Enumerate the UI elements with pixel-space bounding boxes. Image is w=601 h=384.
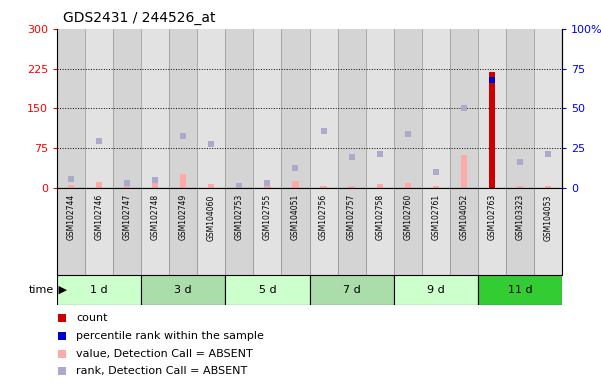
Bar (281, 29, 310, 188)
Text: GSM102748: GSM102748 (151, 194, 160, 240)
Text: GSM102755: GSM102755 (263, 194, 272, 240)
Text: rank, Detection Call = ABSENT: rank, Detection Call = ABSENT (76, 366, 248, 376)
Bar (141, 29, 169, 188)
Bar (85, 188, 113, 275)
Text: 9 d: 9 d (427, 285, 445, 295)
Bar (197, 29, 225, 188)
Bar (422, 188, 450, 275)
Bar (209, 184, 215, 188)
Text: GSM102763: GSM102763 (487, 194, 496, 240)
Bar (545, 186, 551, 188)
Text: GSM102761: GSM102761 (432, 194, 440, 240)
Bar (320, 186, 326, 188)
Bar (365, 29, 394, 188)
Bar (433, 186, 439, 188)
Bar (422, 29, 450, 188)
Bar (68, 185, 74, 188)
Bar (310, 275, 394, 305)
Text: value, Detection Call = ABSENT: value, Detection Call = ABSENT (76, 349, 253, 359)
Bar (478, 188, 506, 275)
Bar (124, 186, 130, 188)
Bar (377, 184, 383, 188)
Bar (180, 174, 186, 188)
Bar (478, 275, 562, 305)
Text: GDS2431 / 244526_at: GDS2431 / 244526_at (63, 11, 216, 25)
Bar (225, 188, 254, 275)
Bar (534, 29, 562, 188)
Bar (506, 29, 534, 188)
Bar (404, 183, 410, 188)
Bar (310, 29, 338, 188)
Bar (281, 188, 310, 275)
Text: GSM104051: GSM104051 (291, 194, 300, 240)
Bar (461, 155, 467, 188)
Text: time: time (29, 285, 54, 295)
Bar (394, 29, 422, 188)
Text: 3 d: 3 d (174, 285, 192, 295)
Bar (506, 188, 534, 275)
Text: GSM102760: GSM102760 (403, 194, 412, 240)
Bar (534, 188, 562, 275)
Text: 7 d: 7 d (343, 285, 361, 295)
Bar (264, 186, 270, 188)
Text: GSM103323: GSM103323 (516, 194, 524, 240)
Bar (85, 29, 113, 188)
Bar (365, 188, 394, 275)
Bar (478, 29, 506, 188)
Bar (113, 188, 141, 275)
Bar (394, 188, 422, 275)
Text: GSM102758: GSM102758 (375, 194, 384, 240)
Bar (293, 181, 299, 188)
Text: GSM104060: GSM104060 (207, 194, 216, 241)
Text: GSM102746: GSM102746 (95, 194, 103, 240)
Text: 11 d: 11 d (508, 285, 532, 295)
Text: GSM102756: GSM102756 (319, 194, 328, 240)
Bar (254, 29, 281, 188)
Text: percentile rank within the sample: percentile rank within the sample (76, 331, 264, 341)
Text: GSM102747: GSM102747 (123, 194, 132, 240)
Text: 5 d: 5 d (258, 285, 276, 295)
Bar (96, 182, 102, 188)
Text: GSM102749: GSM102749 (179, 194, 188, 240)
Text: GSM104052: GSM104052 (459, 194, 468, 240)
Bar (254, 188, 281, 275)
Text: GSM102757: GSM102757 (347, 194, 356, 240)
Bar (349, 186, 355, 188)
Bar (225, 275, 310, 305)
Bar (338, 29, 365, 188)
Bar (338, 188, 365, 275)
Bar (489, 72, 495, 188)
Bar (517, 186, 523, 188)
Text: ▶: ▶ (55, 285, 67, 295)
Bar (113, 29, 141, 188)
Bar (450, 29, 478, 188)
Text: 1 d: 1 d (90, 285, 108, 295)
Bar (57, 275, 141, 305)
Text: GSM104053: GSM104053 (543, 194, 552, 241)
Bar (141, 275, 225, 305)
Text: GSM102744: GSM102744 (67, 194, 76, 240)
Bar (57, 188, 85, 275)
Bar (450, 188, 478, 275)
Text: count: count (76, 313, 108, 323)
Text: GSM102753: GSM102753 (235, 194, 244, 240)
Bar (310, 188, 338, 275)
Bar (225, 29, 254, 188)
Bar (197, 188, 225, 275)
Bar (169, 188, 197, 275)
Bar (394, 275, 478, 305)
Bar (57, 29, 85, 188)
Bar (152, 183, 158, 188)
Bar (141, 188, 169, 275)
Bar (236, 185, 242, 188)
Bar (169, 29, 197, 188)
